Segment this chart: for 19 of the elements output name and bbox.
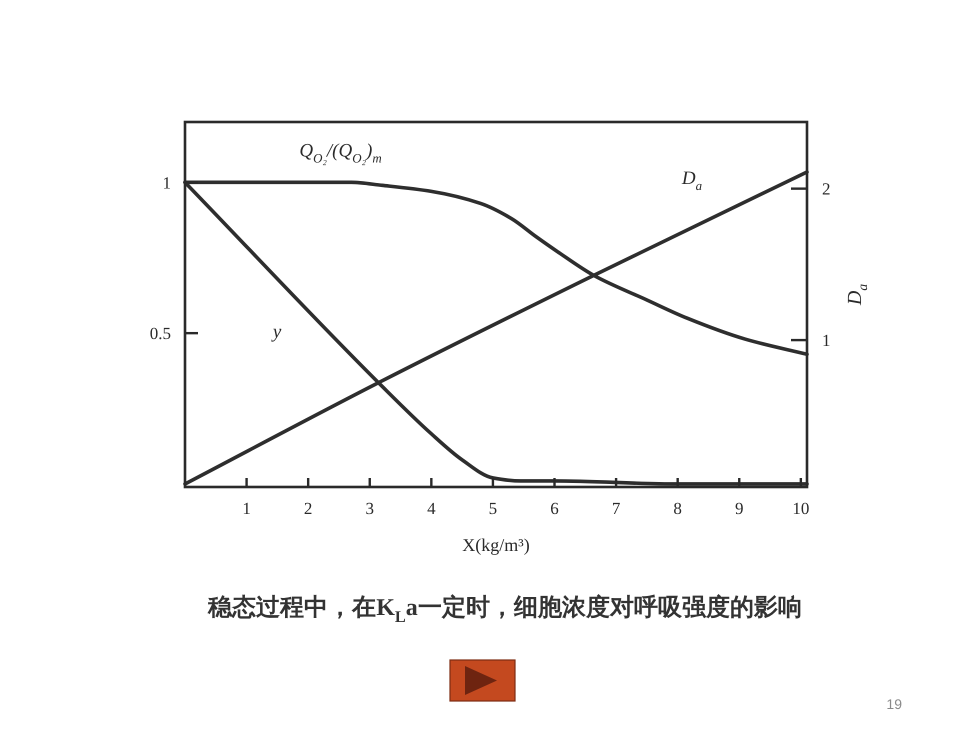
series-label: D$_{a}$	[680, 168, 702, 193]
x-tick-label: 5	[488, 499, 498, 518]
text: 19	[886, 696, 902, 712]
x-tick-label: 4	[427, 499, 436, 518]
x-tick-label: 8	[673, 499, 682, 518]
y2-tick-label: 2	[822, 180, 830, 199]
x-tick-label: 6	[550, 499, 559, 518]
x-tick-label: 10	[792, 499, 810, 518]
x-tick-label: 1	[242, 499, 251, 518]
x-tick-label: 9	[735, 499, 744, 518]
series-label: Q$_{O₂}$/(Q$_{O₂}$)$_{m}$	[299, 140, 382, 166]
y-tick-label: 0.5	[150, 324, 171, 344]
x-tick-label: 7	[612, 499, 621, 518]
series-label: y	[270, 321, 282, 342]
x-axis-title: X(kg/m³)	[462, 535, 530, 555]
x-tick-label: 3	[366, 499, 374, 518]
y2-tick-label: 1	[822, 331, 830, 350]
x-tick-label: 2	[304, 499, 312, 518]
text: 稳态过程中，在K$_{L}$a一定时，细胞浓度对呼吸强度的影响	[207, 594, 802, 626]
